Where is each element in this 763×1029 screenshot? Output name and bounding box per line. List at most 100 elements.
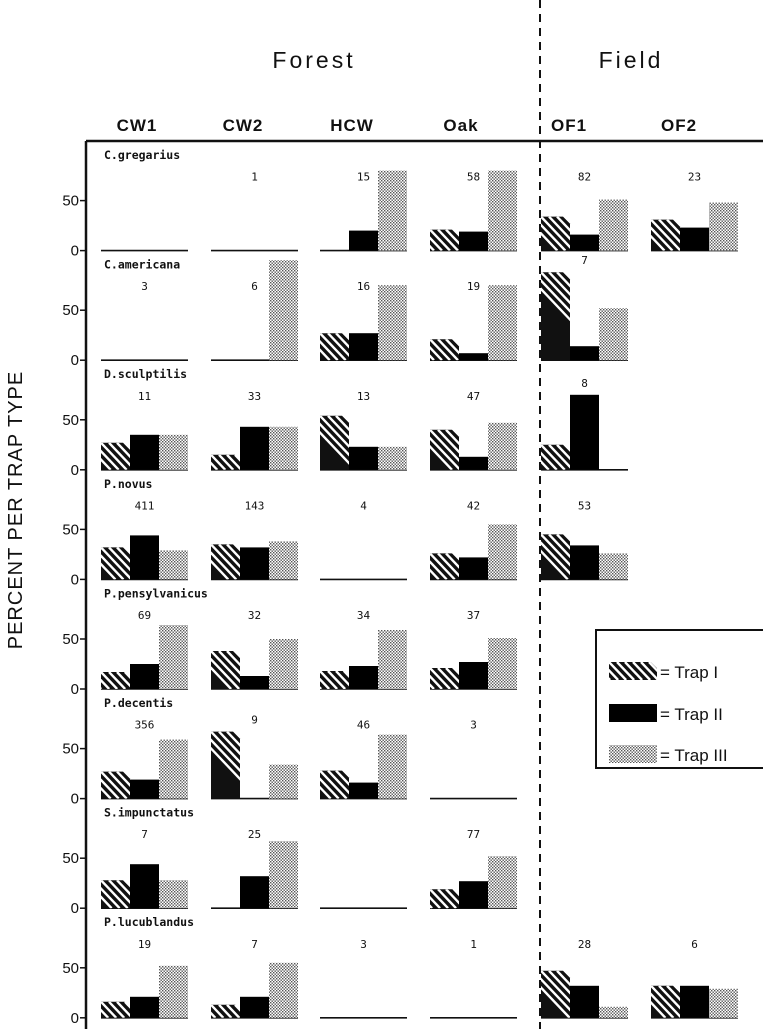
sample-count: 37 [467,609,480,622]
column-headers: CW1 CW2 HCW Oak OF1 OF2 [117,116,696,135]
sample-count: 411 [135,499,155,512]
legend-label-trap-i: = Trap I [660,663,718,682]
cell-of1: 8 [541,377,628,471]
cell-hcw: 15 [320,170,407,252]
bar-trap-iii [488,285,517,361]
legend-label-trap-iii: = Trap III [660,746,728,765]
bar-trap-iii [269,541,298,580]
cell-cw2: 9 [211,714,298,800]
sample-count: 7 [141,828,148,841]
bar-trap-iii [159,965,188,1018]
cell-hcw: 34 [320,609,407,690]
column-header-cw1: CW1 [117,116,158,135]
bar-trap-ii [240,426,269,470]
bar-trap-i [211,731,240,799]
y-tick-label: 0 [71,1010,79,1027]
bar-trap-iii [269,764,298,799]
sample-count: 3 [141,280,148,293]
bar-trap-iii [159,880,188,909]
cell-of1: 53 [541,499,628,581]
column-header-oak: Oak [443,116,478,135]
sample-count: 58 [467,171,480,184]
cell-oak: 19 [430,280,517,362]
bar-trap-iii [488,638,517,689]
bar-trap-iii [488,422,517,470]
sample-count: 77 [467,828,480,841]
bar-trap-iii [488,524,517,580]
bar-trap-i [101,1001,130,1018]
bar-trap-ii [570,394,599,470]
legend-swatch-trap-ii [609,704,657,722]
legend-swatch-trap-iii [609,745,657,763]
cell-hcw: 4 [320,499,407,581]
cell-cw1: 356 [101,719,188,800]
species-label: S.impunctatus [104,806,194,820]
species-label: P.novus [104,477,152,491]
bar-trap-iii [709,202,738,251]
bar-trap-ii [570,346,599,361]
bar-trap-i [651,219,680,251]
column-header-cw2: CW2 [223,116,264,135]
bar-trap-ii [459,557,488,580]
bar-trap-ii [349,230,378,251]
sample-count: 7 [251,938,258,951]
species-label: P.lucublandus [104,915,194,929]
bar-trap-iii [378,630,407,689]
bar-trap-i [320,415,349,470]
bar-trap-ii [130,996,159,1018]
cell-oak: 77 [430,828,517,910]
bar-trap-i [320,671,349,689]
y-tick-label: 50 [62,412,79,429]
cell-cw2: 143 [211,499,298,581]
cell-hcw: 3 [320,938,407,1019]
legend: = Trap I = Trap II = Trap III [595,629,763,769]
bar-trap-iii [159,625,188,689]
sample-count: 19 [467,280,480,293]
sample-count: 1 [470,938,477,951]
legend-swatch-hatch [609,662,657,680]
sample-count: 8 [581,377,588,390]
bar-trap-ii [130,434,159,470]
bar-trap-ii [680,227,709,251]
y-tick-label: 50 [62,631,79,648]
species-panel: P.novus 50 0 411 143 4 42 53 [62,477,628,588]
cell-oak: 47 [430,390,517,471]
bar-trap-iii [378,170,407,251]
bar-trap-ii [349,333,378,361]
sample-count: 32 [248,609,261,622]
bar-trap-iii [599,553,628,580]
bar-trap-i [101,771,130,799]
cell-cw2: 1 [211,171,298,252]
bar-trap-ii [349,666,378,689]
y-tick-label: 50 [62,302,79,319]
bar-trap-ii [570,985,599,1018]
y-tick-label: 0 [71,352,79,369]
cell-cw1: 7 [101,828,188,910]
legend-swatch-trap-i [609,662,657,680]
bar-trap-i [211,1004,240,1018]
bar-trap-ii [570,234,599,251]
sample-count: 23 [688,171,701,184]
cell-oak: 58 [430,170,517,252]
bar-trap-iii [269,639,298,689]
species-label: P.decentis [104,696,173,710]
y-tick-label: 50 [62,741,79,758]
sample-count: 33 [248,390,261,403]
bar-trap-ii [459,881,488,909]
bar-trap-ii [130,664,159,689]
cell-cw2: 32 [211,609,298,690]
bar-trap-iii [378,734,407,799]
species-label: D.sculptilis [104,367,187,381]
column-header-hcw: HCW [330,116,374,135]
legend-item-trap-iii: = Trap III [609,745,728,765]
sample-count: 9 [251,714,258,727]
species-panel: P.lucublandus 50 0 19 7 3 1 28 6 [62,915,738,1027]
habitat-forest-label: Forest [272,47,355,73]
cell-oak: 37 [430,609,517,690]
column-header-of1: OF1 [551,116,587,135]
legend-item-trap-i: = Trap I [609,662,718,682]
bar-trap-i [651,985,680,1018]
bar-trap-ii [240,547,269,580]
bar-trap-iii [488,170,517,251]
y-tick-label: 50 [62,521,79,538]
